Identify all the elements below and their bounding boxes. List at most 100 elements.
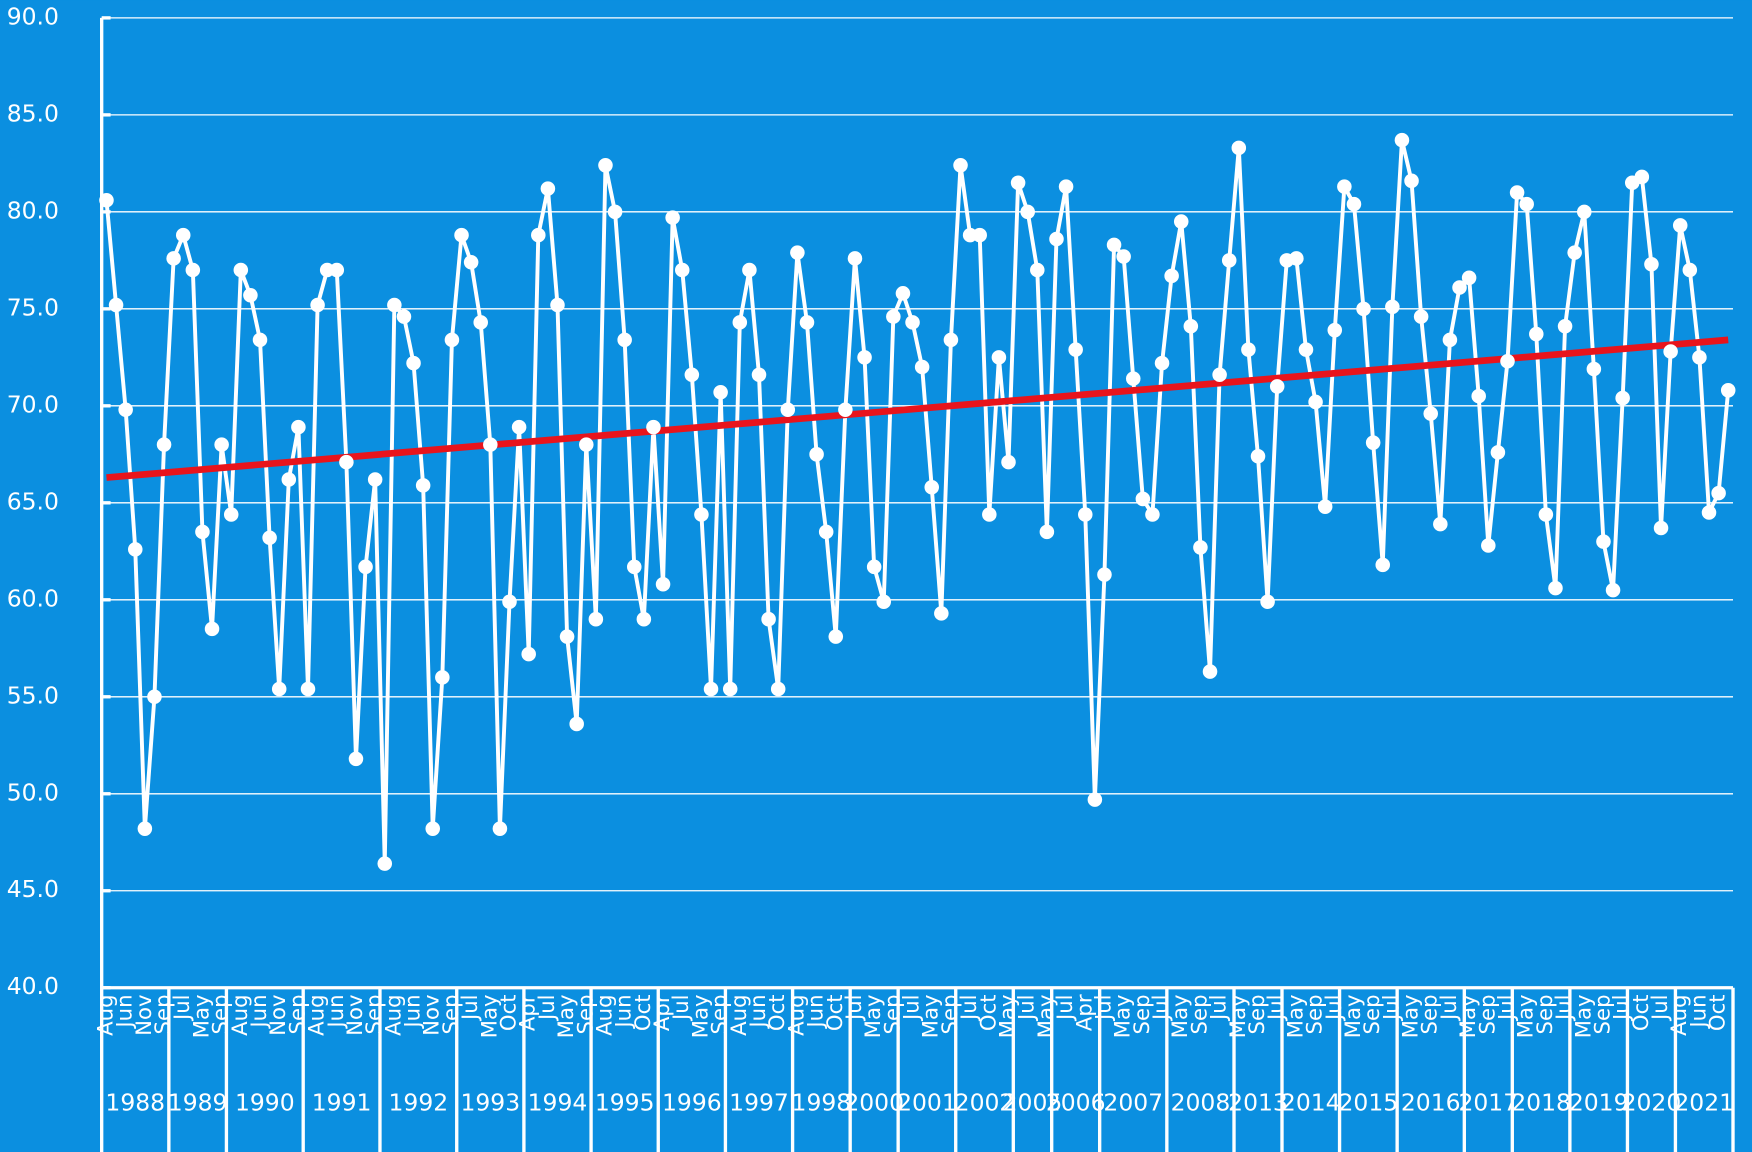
x-tick-label: Nov xyxy=(132,994,157,1035)
x-tick-label: Nov xyxy=(420,994,445,1035)
x-tick-label: Jun xyxy=(113,994,138,1029)
data-point xyxy=(1049,231,1064,247)
x-tick-label: Jul xyxy=(458,994,483,1022)
x-tick-label: Jun xyxy=(612,994,637,1029)
x-tick-label: May xyxy=(477,994,502,1038)
data-point xyxy=(118,402,133,417)
data-point xyxy=(569,716,584,732)
data-point xyxy=(1193,540,1208,555)
y-tick-label: 70.0 xyxy=(7,390,59,418)
data-point xyxy=(1269,379,1285,394)
data-point xyxy=(1020,204,1035,220)
x-tick-label: Jul xyxy=(1648,994,1673,1022)
data-point xyxy=(761,611,776,627)
x-group-label: 2015 xyxy=(1339,1088,1399,1116)
x-group-label: 2002 xyxy=(955,1088,1015,1116)
data-point xyxy=(1596,534,1611,549)
trend-line xyxy=(106,336,1729,481)
data-point xyxy=(281,472,297,487)
data-point xyxy=(1375,557,1391,573)
x-tick-label: Jul xyxy=(1264,994,1289,1022)
data-point xyxy=(243,288,258,303)
data-point xyxy=(1356,301,1371,317)
x-group-label: 1988 xyxy=(105,1088,165,1116)
x-tick-label: May xyxy=(554,994,579,1038)
data-point xyxy=(1519,196,1534,212)
data-point xyxy=(1692,350,1707,365)
data-point xyxy=(1490,445,1506,460)
data-point xyxy=(1577,204,1592,220)
data-point xyxy=(617,332,632,348)
x-tick-label: May xyxy=(996,994,1021,1038)
data-point xyxy=(531,227,546,243)
data-point xyxy=(271,681,287,697)
data-point xyxy=(982,507,997,522)
data-point xyxy=(1711,485,1726,501)
x-group-label: 2008 xyxy=(1171,1088,1231,1116)
data-point xyxy=(483,437,498,452)
data-point xyxy=(1173,214,1189,229)
x-tick-label: May xyxy=(1514,994,1539,1038)
x-tick-label: Sep xyxy=(938,994,963,1034)
x-tick-label: Jul xyxy=(1207,994,1232,1022)
x-tick-label: Nov xyxy=(266,994,291,1035)
data-point xyxy=(175,227,191,243)
x-tick-label: May xyxy=(1226,994,1251,1038)
data-point xyxy=(588,611,604,627)
data-point xyxy=(425,821,441,836)
data-point xyxy=(799,315,815,330)
x-group-label: 1991 xyxy=(312,1088,372,1116)
data-point xyxy=(444,332,460,348)
data-point xyxy=(1586,361,1602,377)
data-point xyxy=(387,297,402,313)
data-point xyxy=(137,821,153,836)
data-point xyxy=(1097,567,1112,582)
data-point xyxy=(185,262,201,278)
data-point xyxy=(521,646,536,662)
x-tick-label: Sep xyxy=(285,994,310,1034)
data-point xyxy=(924,480,939,495)
data-point xyxy=(1385,299,1400,315)
x-tick-label: Sep xyxy=(1303,994,1328,1034)
data-point xyxy=(722,681,738,697)
data-point xyxy=(1202,664,1218,679)
y-tick-label: 45.0 xyxy=(7,875,59,903)
data-point xyxy=(1672,218,1688,233)
data-point xyxy=(291,419,306,435)
data-point xyxy=(857,350,872,365)
data-point xyxy=(1423,406,1438,421)
data-point xyxy=(1125,371,1141,386)
data-point xyxy=(339,454,354,470)
data-point xyxy=(732,315,748,330)
x-tick-label: Sep xyxy=(209,994,234,1034)
data-point xyxy=(886,309,901,324)
x-group-label: 1989 xyxy=(168,1088,228,1116)
x-tick-label: Jul xyxy=(1379,994,1404,1022)
x-tick-label: Sep xyxy=(362,994,387,1034)
data-point xyxy=(876,594,892,610)
data-point xyxy=(1653,520,1669,536)
data-point xyxy=(780,402,796,417)
x-tick-label: May xyxy=(1283,994,1308,1038)
data-point xyxy=(1548,580,1563,596)
data-point xyxy=(1068,342,1083,357)
data-point xyxy=(463,255,479,270)
x-tick-label: Jul xyxy=(1091,994,1116,1022)
x-tick-label: Oct xyxy=(976,994,1001,1031)
x-tick-label: Jul xyxy=(1053,994,1078,1022)
data-point xyxy=(128,542,143,557)
data-point xyxy=(694,507,709,522)
x-tick-label: Sep xyxy=(1590,994,1615,1034)
x-tick-label: Aug xyxy=(228,994,253,1035)
y-tick-label: 75.0 xyxy=(7,293,59,321)
x-tick-label: Oct xyxy=(1629,994,1654,1031)
x-group-label: 1996 xyxy=(662,1088,722,1116)
data-point xyxy=(329,262,345,278)
x-tick-label: May xyxy=(1034,994,1059,1038)
data-point xyxy=(1720,383,1736,398)
data-point xyxy=(1452,280,1467,295)
data-point xyxy=(1010,175,1026,191)
x-tick-label: May xyxy=(919,994,944,1038)
data-point xyxy=(300,681,316,697)
x-group-label: 2007 xyxy=(1103,1088,1163,1116)
